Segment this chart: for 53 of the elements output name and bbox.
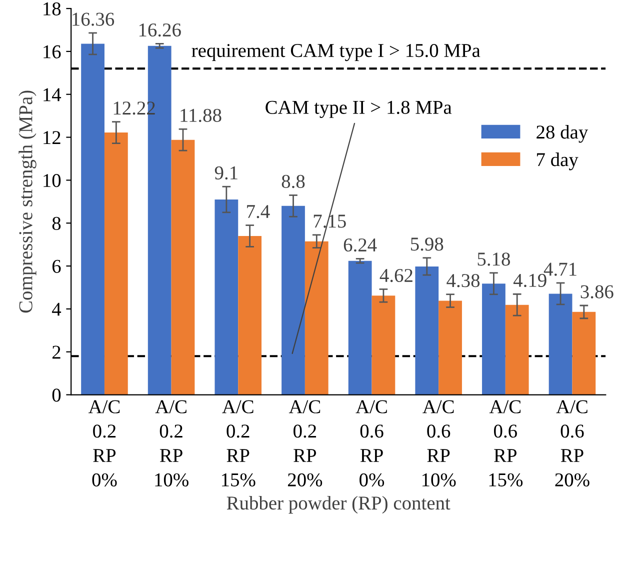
bar bbox=[348, 260, 372, 395]
y-tick-label: 18 bbox=[44, 2, 61, 16]
data-label: 9.1 bbox=[214, 166, 238, 180]
y-tick-label: 16 bbox=[44, 45, 61, 58]
bar bbox=[372, 296, 396, 395]
x-tick-label: A/C 0.6 RP 20% bbox=[555, 400, 590, 487]
x-axis-title: Rubber powder (RP) content bbox=[226, 496, 450, 514]
data-label: 16.36 bbox=[72, 12, 114, 26]
bar bbox=[214, 199, 238, 395]
y-axis-title: Compressive strength (MPa) bbox=[18, 90, 36, 313]
data-label: 5.18 bbox=[478, 252, 510, 266]
ref-line-label: CAM type II > 1.8 MPa bbox=[266, 100, 452, 118]
y-tick-label: 10 bbox=[44, 174, 61, 188]
y-tick-label: 6 bbox=[52, 260, 61, 273]
data-label: 8.8 bbox=[282, 174, 305, 188]
data-label: 16.26 bbox=[139, 23, 181, 37]
data-label: 4.19 bbox=[513, 274, 546, 288]
bar bbox=[572, 312, 596, 395]
ref-line-label: requirement CAM type I > 15.0 MPa bbox=[192, 44, 480, 62]
x-tick-label: A/C 0.6 RP 0% bbox=[356, 400, 387, 487]
legend-label: 7 day bbox=[537, 152, 578, 170]
bar bbox=[505, 304, 529, 395]
y-tick-label: 2 bbox=[52, 346, 60, 359]
x-tick-label: A/C 0.2 RP 15% bbox=[222, 400, 256, 487]
bar bbox=[415, 266, 439, 395]
y-tick-label: 12 bbox=[44, 131, 60, 144]
bar bbox=[171, 140, 195, 395]
data-label: 5.98 bbox=[411, 238, 444, 251]
bar bbox=[81, 44, 104, 395]
bar bbox=[304, 241, 328, 395]
y-tick-label: 8 bbox=[52, 216, 61, 230]
data-label: 3.86 bbox=[580, 285, 614, 298]
x-tick-label: A/C 0.2 RP 10% bbox=[155, 400, 188, 487]
x-tick-label: A/C 0.2 RP 0% bbox=[88, 400, 120, 487]
bar bbox=[104, 132, 128, 395]
y-tick-label: 4 bbox=[52, 302, 62, 316]
data-label: 11.88 bbox=[180, 108, 222, 122]
data-label: 7.4 bbox=[247, 205, 270, 218]
bar bbox=[548, 294, 572, 395]
legend-label: 28 day bbox=[536, 125, 588, 143]
data-label: 4.71 bbox=[544, 262, 576, 276]
y-tick-label: 0 bbox=[52, 388, 61, 402]
bar bbox=[238, 236, 262, 395]
data-label: 6.24 bbox=[344, 238, 377, 252]
bar bbox=[282, 206, 305, 395]
x-tick-label: A/C 0.6 RP 10% bbox=[422, 400, 456, 487]
x-tick-label: A/C 0.6 RP 15% bbox=[489, 400, 523, 487]
data-label: 4.62 bbox=[380, 268, 412, 282]
y-tick-label: 14 bbox=[44, 88, 62, 102]
bar bbox=[438, 300, 462, 395]
data-label: 4.38 bbox=[446, 274, 480, 288]
bar bbox=[482, 284, 506, 395]
x-tick-label: A/C 0.2 RP 20% bbox=[288, 400, 322, 487]
